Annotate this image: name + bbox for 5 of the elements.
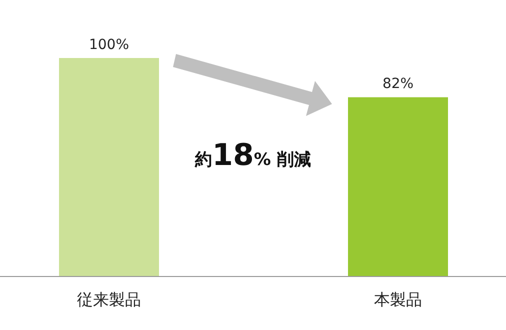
data-label: 82%	[382, 76, 414, 92]
annotation: 約18% 削減	[194, 138, 311, 173]
x-tick-label: 従来製品	[77, 290, 141, 309]
data-label: 100%	[88, 37, 130, 53]
x-tick-label: 本製品	[374, 290, 422, 309]
